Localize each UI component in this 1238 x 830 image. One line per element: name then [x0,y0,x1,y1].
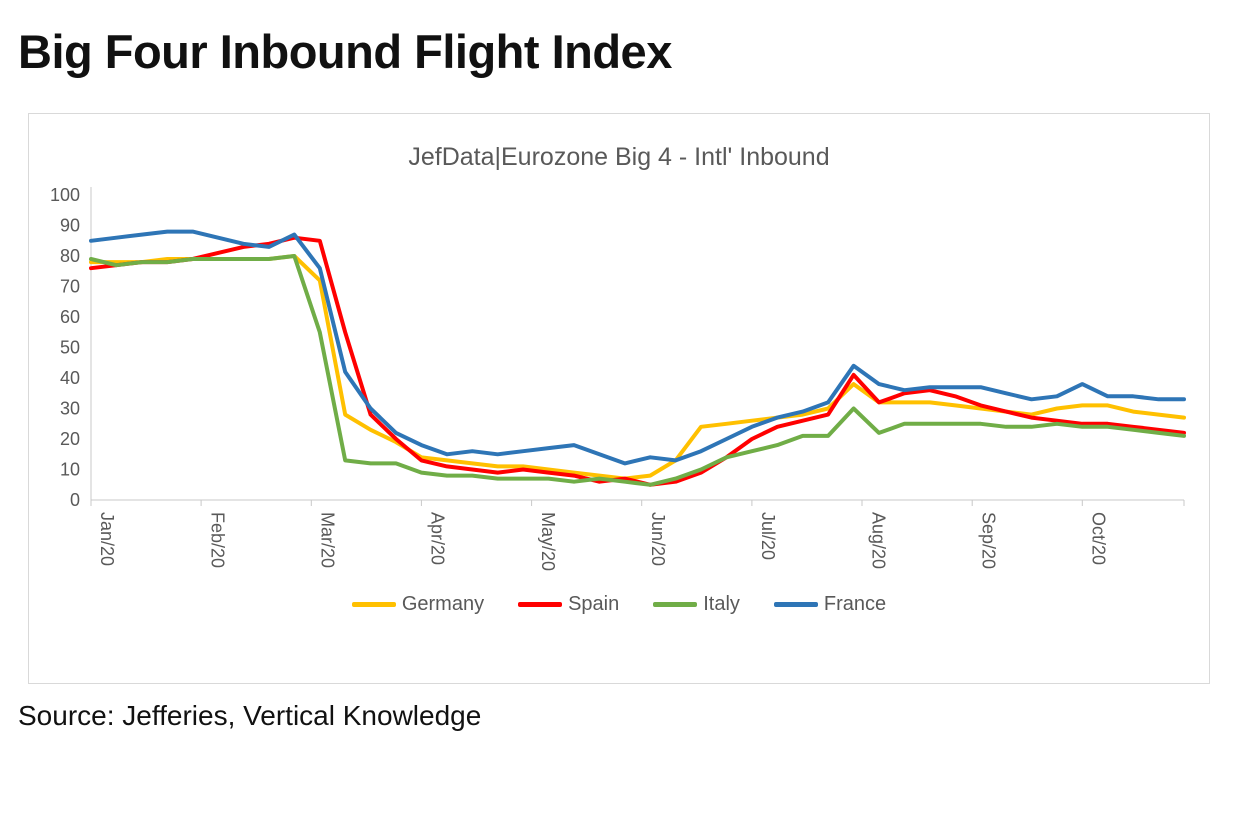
page-title: Big Four Inbound Flight Index [18,25,672,78]
svg-text:Jul/20: Jul/20 [758,512,778,560]
legend-label: Germany [401,593,485,615]
svg-text:Sep/20: Sep/20 [978,512,998,569]
legend-item: France [773,593,887,616]
svg-text:May/20: May/20 [538,512,558,571]
chart-container: JefData|Eurozone Big 4 - Intl' Inbound 0… [28,113,1210,684]
legend-swatch [518,602,563,607]
svg-text:40: 40 [60,368,80,388]
svg-text:10: 10 [60,460,80,480]
svg-text:70: 70 [60,277,80,297]
svg-text:20: 20 [60,429,80,449]
svg-text:Jun/20: Jun/20 [648,512,668,566]
svg-text:50: 50 [60,338,80,358]
chart-legend: Germany Spain Italy France [29,593,1209,616]
svg-text:100: 100 [50,185,80,205]
svg-text:Mar/20: Mar/20 [318,512,338,568]
svg-text:80: 80 [60,246,80,266]
legend-item: Spain [518,593,619,616]
chart-canvas: 0 10 20 30 40 50 60 70 80 90 100 Jan/20 Feb/20 Mar/20… [50,185,1186,571]
legend-label: Spain [568,593,620,615]
source-note: Source: Jefferies, Vertical Knowledge [18,700,482,731]
svg-text:Oct/20: Oct/20 [1089,512,1109,565]
legend-swatch [351,602,396,607]
svg-text:60: 60 [60,307,80,327]
svg-text:Apr/20: Apr/20 [428,512,448,565]
legend-swatch [773,602,818,607]
svg-text:90: 90 [60,216,80,236]
chart-title: JefData|Eurozone Big 4 - Intl' Inbound [408,143,830,171]
svg-text:Jan/20: Jan/20 [97,512,117,566]
svg-text:30: 30 [60,399,80,419]
legend-item: Italy [653,593,740,616]
legend-item: Germany [351,593,485,616]
svg-text:Aug/20: Aug/20 [868,512,888,569]
legend-label: France [823,593,887,615]
svg-text:0: 0 [70,490,80,510]
svg-text:Feb/20: Feb/20 [207,512,227,568]
page: Big Four Inbound Flight Index JefData|Eu… [0,24,1238,732]
legend-swatch [653,602,698,607]
legend-label: Italy [703,593,740,615]
